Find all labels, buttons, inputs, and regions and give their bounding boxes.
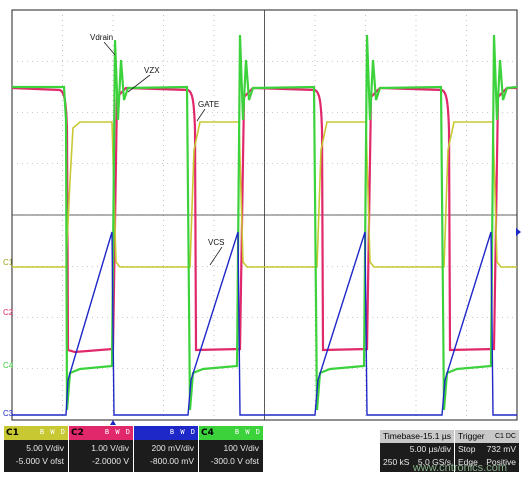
channel-c2-scale: 1.00 V/div xyxy=(91,443,129,453)
c1-marker: C1 xyxy=(3,258,14,267)
label-vdrain: Vdrain xyxy=(89,33,115,42)
timebase-delay: -15.1 µs xyxy=(420,431,451,441)
c3-marker: C3 xyxy=(3,409,14,418)
trigger-label: Trigger xyxy=(458,431,485,441)
watermark-text: www.cntronics.com xyxy=(412,462,507,474)
label-gate: GATE xyxy=(197,100,221,109)
vdrain-leader xyxy=(103,41,116,56)
trigger-slope: Positive xyxy=(486,457,516,467)
vcs-leader xyxy=(209,246,223,266)
timebase-rate: 5.0 GS/s xyxy=(417,457,451,467)
c4-marker: C4 xyxy=(3,361,14,370)
vzx-leader xyxy=(127,74,151,93)
channel-c3-flags: B W D xyxy=(169,428,196,436)
c2-marker: C2 xyxy=(3,308,14,317)
graticule xyxy=(11,9,518,421)
waveforms xyxy=(11,34,521,425)
c3-trace xyxy=(12,231,517,416)
channel-c4-offset: -300.0 V ofst xyxy=(210,456,259,466)
timebase-label: Timebase xyxy=(383,431,421,441)
channel-c1-flags: B W D xyxy=(39,428,66,436)
channel-c4-scale: 100 V/div xyxy=(223,443,259,453)
trigger-level-marker xyxy=(516,228,521,236)
channel-c4-box[interactable]: C4 B W D 100 V/div -300.0 V ofst xyxy=(199,426,263,472)
channel-c3-scale: 200 mV/div xyxy=(151,443,194,453)
channel-c1-scale: 5.00 V/div xyxy=(26,443,64,453)
trigger-mode: Stop xyxy=(458,444,476,454)
channel-c2-box[interactable]: C2 B W D 1.00 V/div -2.0000 V xyxy=(69,426,133,472)
gate-leader xyxy=(196,108,206,122)
label-vzx: VZX xyxy=(143,66,161,75)
channel-c1-name: C1 xyxy=(6,428,19,438)
channel-c2-flags: B W D xyxy=(104,428,131,436)
c1-trace xyxy=(12,121,517,268)
label-vcs: VCS xyxy=(207,238,226,247)
channel-c4-name: C4 xyxy=(201,428,214,438)
channel-c2-name: C2 xyxy=(71,428,84,438)
channel-c1-box[interactable]: C1 B W D 5.00 V/div -5.000 V ofst xyxy=(4,426,68,472)
trigger-box[interactable]: Trigger C1 DC Stop 732 mV Edge Positive xyxy=(455,430,519,472)
trigger-type: Edge xyxy=(458,457,478,467)
channel-c3-box[interactable]: B W D 200 mV/div -800.00 mV xyxy=(134,426,198,472)
channel-c3-offset: -800.00 mV xyxy=(150,456,194,466)
timebase-samples: 250 kS xyxy=(383,457,410,467)
timebase-box[interactable]: Timebase -15.1 µs 5.00 µs/div 250 kS 5.0 … xyxy=(380,430,454,472)
trigger-time-marker xyxy=(110,420,116,425)
timebase-scale: 5.00 µs/div xyxy=(409,444,451,454)
channel-c1-offset: -5.000 V ofst xyxy=(15,456,64,466)
trigger-level: 732 mV xyxy=(486,444,516,454)
trigger-flags: C1 DC xyxy=(494,433,516,440)
channel-c2-offset: -2.0000 V xyxy=(92,456,129,466)
channel-c4-flags: B W D xyxy=(234,428,261,436)
c4-trace xyxy=(12,34,518,411)
